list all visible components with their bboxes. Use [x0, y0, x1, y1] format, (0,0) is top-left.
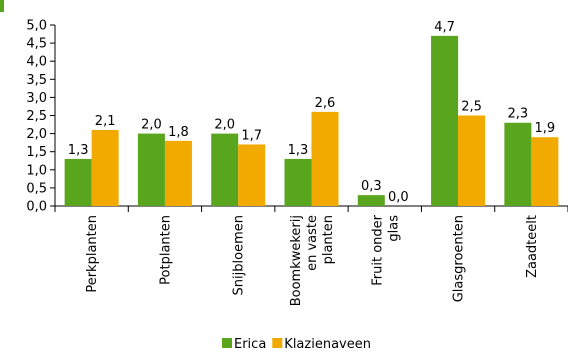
category-label: Glasgroenten: [452, 215, 467, 302]
category-label: Boomkwekerij: [289, 215, 304, 306]
bar-klazienaveen-0: [91, 129, 119, 206]
bar-erica-6: [504, 122, 532, 206]
y-tick-label: 4,5: [26, 37, 47, 52]
data-label: 2,5: [461, 100, 482, 115]
data-label: 4,7: [434, 20, 455, 35]
data-label: 0,0: [388, 190, 409, 205]
category-label: en vaste: [305, 215, 320, 271]
bar-klazienaveen-1: [164, 140, 192, 206]
data-labels: 1,3 2,1 2,0 1,8 2,0 1,7 1,3 2,6 0,3 0,0 4,7 2,5 2,3 1…: [68, 20, 555, 205]
category-label: planten: [321, 215, 336, 264]
data-label: 2,6: [315, 96, 336, 111]
bar-erica-4: [357, 195, 385, 206]
legend-label-erica: Erica: [234, 337, 266, 352]
category-label: Zaadteelt: [525, 215, 540, 278]
data-label: 2,0: [214, 118, 235, 133]
bar-klazienaveen-2: [238, 144, 266, 206]
bar-erica-1: [137, 133, 165, 206]
bars: [64, 35, 559, 206]
data-label: 1,8: [168, 125, 189, 140]
category-label: Perkplanten: [85, 215, 100, 293]
y-tick-label: 0,5: [26, 181, 47, 196]
data-label: 1,9: [535, 121, 556, 136]
category-label: Snijbloemen: [232, 215, 247, 295]
y-tick-label: 1,5: [26, 145, 47, 160]
bar-erica-3: [284, 158, 312, 206]
bar-erica-2: [211, 133, 239, 206]
y-tick-label: 5,0: [26, 19, 47, 34]
bar-erica-5: [431, 35, 459, 206]
data-label: 1,3: [288, 143, 309, 158]
bar-klazienaveen-5: [458, 115, 486, 206]
y-tick-label: 2,5: [26, 109, 47, 124]
x-axis: [54, 205, 568, 212]
legend-swatch-erica: [222, 338, 232, 348]
bar-erica-0: [64, 158, 92, 206]
legend: Erica Klazienaveen: [222, 337, 371, 352]
y-tick-label: 2,0: [26, 127, 47, 142]
data-label: 2,1: [95, 114, 116, 129]
data-label: 2,3: [508, 107, 529, 122]
data-label: 1,7: [241, 128, 262, 143]
y-tick-label: 3,0: [26, 91, 47, 106]
y-axis: 0,0 0,5 1,0 1,5 2,0 2,5 3,0 3,5 4,0 4,5 5,0: [26, 19, 56, 215]
y-tick-label: 3,5: [26, 73, 47, 88]
category-label: Potplanten: [158, 215, 173, 285]
y-tick-label: 4,0: [26, 55, 47, 70]
data-label: 1,3: [68, 143, 89, 158]
category-labels: Perkplanten Potplanten Snijbloemen Boomkwek…: [85, 214, 540, 306]
legend-label-klazienaveen: Klazienaveen: [284, 337, 371, 352]
bar-klazienaveen-6: [531, 137, 559, 206]
category-label: Fruit onder: [370, 214, 385, 285]
y-tick-label: 0,0: [26, 200, 47, 215]
bar-klazienaveen-3: [311, 111, 339, 206]
category-label: glas: [386, 215, 401, 242]
data-label: 2,0: [141, 118, 162, 133]
y-tick-label: 1,0: [26, 163, 47, 178]
corner-marker: [0, 0, 4, 12]
data-label: 0,3: [361, 179, 382, 194]
legend-swatch-klazienaveen: [272, 338, 283, 348]
